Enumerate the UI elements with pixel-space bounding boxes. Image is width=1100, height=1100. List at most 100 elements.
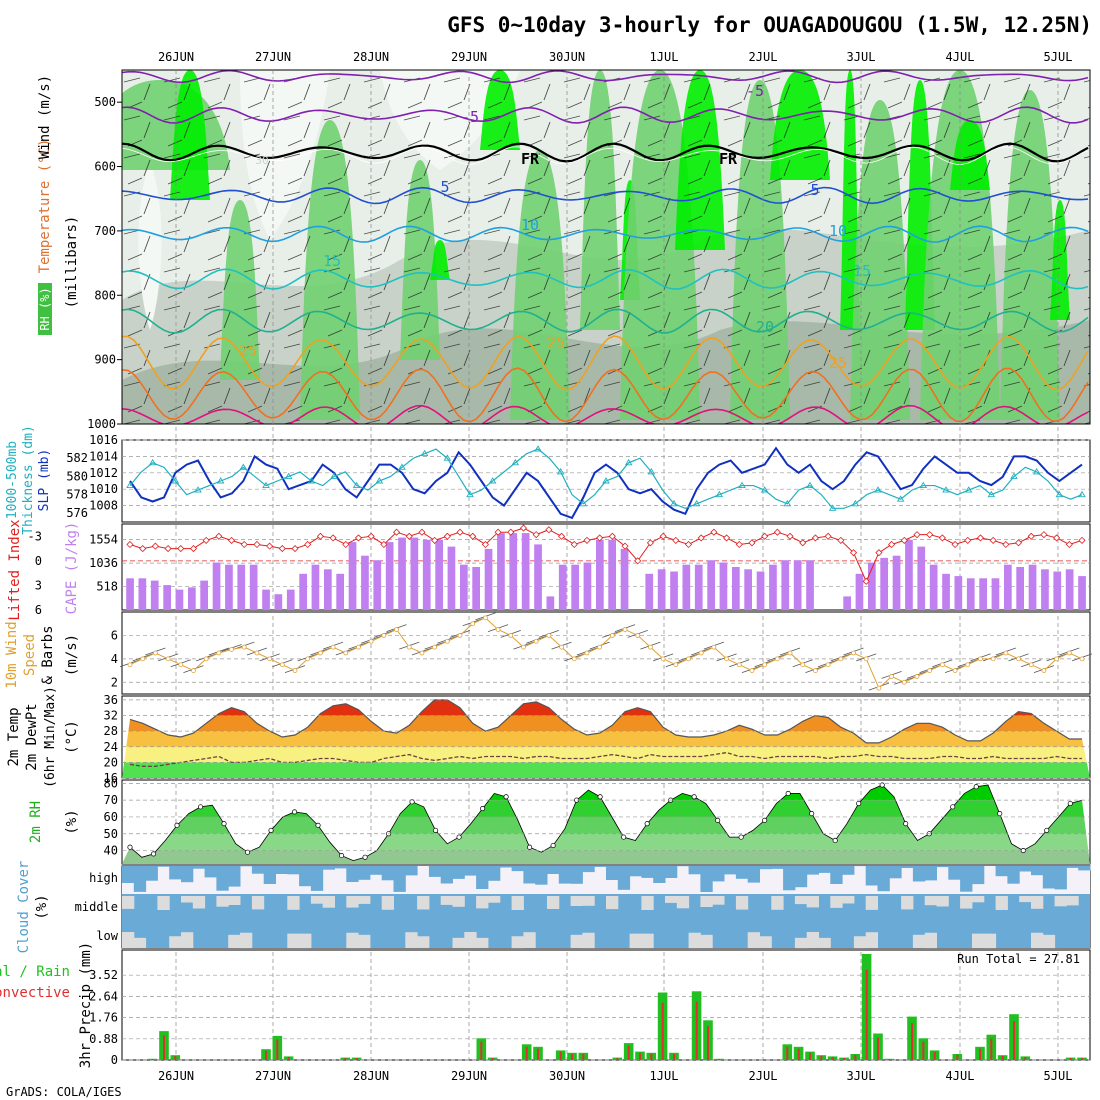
precip-total-label: Total / Rain [0, 964, 70, 980]
precip-conv-bar [843, 1058, 845, 1060]
cape-bar [756, 571, 765, 610]
thickness-point [670, 499, 678, 507]
precip-conv-bar [786, 1046, 789, 1060]
cloud-high-bar [310, 866, 324, 891]
rh-point [785, 790, 791, 796]
li-point [976, 534, 985, 542]
cloud-mid-gap [511, 896, 524, 910]
li-point [342, 540, 350, 549]
cloud-label: Cloud Cover [16, 861, 32, 954]
wind-speed-line [129, 617, 1083, 689]
thickness-point [330, 472, 338, 479]
top-date-label: 29JUN [451, 50, 487, 64]
slp-thickness-title: 1000-500mb [5, 441, 20, 519]
cloud-cover-panel: high middle low [75, 866, 1091, 949]
cloud-mid-gap [452, 896, 465, 907]
wind-speed-point [470, 621, 476, 627]
cape-bar [1065, 569, 1074, 610]
cape-bar [806, 560, 814, 610]
contour-labels: -5 -5 FR FR 5 5 10 10 15 15 20 25 25 25 30 [239, 82, 871, 372]
cape-bar [905, 539, 913, 610]
precip-conv-bar [480, 1041, 483, 1060]
cloud-mid-gap [181, 896, 194, 903]
wind-speed-point [356, 644, 361, 650]
temp-line [129, 699, 1082, 744]
cloud-high-bar [735, 866, 749, 879]
cloud-high-bar [570, 866, 583, 884]
bottom-date-label: 3JUL [847, 1069, 876, 1083]
cloud-low-gap [582, 932, 595, 949]
cape-bar [1041, 569, 1049, 610]
cloud-mid-gap [842, 896, 855, 904]
cape-bar [719, 562, 728, 610]
slp-tick-label: 1016 [89, 433, 118, 447]
credit-label: GrADS: COLA/IGES [6, 1085, 122, 1099]
precip-conv-bar [650, 1053, 653, 1060]
thickness-point [488, 477, 497, 484]
precip-conv-bar [1024, 1056, 1027, 1060]
cloud-high-bar [972, 866, 985, 885]
li-point [507, 528, 515, 536]
cape-bar [447, 546, 456, 610]
thickness-point [216, 477, 225, 484]
wind-speed-point [825, 662, 831, 668]
rh-point [644, 821, 650, 827]
wind-speed-point [140, 656, 146, 662]
wind-speed-point [1079, 656, 1085, 662]
li-point [672, 536, 680, 544]
cloud-high-bar [204, 866, 217, 878]
rh-point [856, 800, 862, 807]
precip-conv-bar [627, 1045, 630, 1060]
upper-y-tick-label: 600 [94, 160, 116, 174]
li-point [392, 528, 401, 536]
wind-speed-point [343, 650, 349, 656]
contour-label: 25 [829, 354, 847, 372]
slp-tick-label: 1012 [89, 466, 118, 480]
li-point [1053, 534, 1061, 542]
rh-tick-label: 80 [104, 776, 118, 790]
rh-point [738, 834, 744, 840]
rh-2m-label: 2m RH [28, 801, 44, 843]
bottom-date-labels: 26JUN 27JUN 28JUN 29JUN 30JUN 1JUL 2JUL 3JUL 4JU… [158, 1069, 1073, 1083]
wind-speed-point [965, 662, 971, 668]
cloud-high-bar [582, 866, 595, 873]
cape-bar [769, 564, 777, 610]
cape-tick-label: 518 [96, 580, 118, 594]
cloud-mid-gap [228, 896, 241, 905]
precip-panel: 0 0.88 1.76 2.64 3.52 [89, 954, 1090, 1067]
rh-tick-label: 60 [104, 810, 118, 824]
cape-bar [138, 578, 147, 610]
li-point [126, 540, 134, 549]
rh-point [879, 782, 885, 788]
rh-point [221, 821, 227, 827]
li-point [938, 534, 946, 542]
cape-bar [732, 567, 740, 610]
precip-units-label: 3hr Precip (mm) [78, 942, 94, 1068]
cloud-high-bar [1019, 866, 1032, 872]
cloud-high-bar [948, 866, 961, 880]
slp-thickness-panel: 1008 1010 1012 1014 1016 576 578 580 582 [66, 433, 1090, 520]
wind-speed-point [901, 679, 907, 685]
cloud-low-gap [912, 934, 926, 949]
slp-label: SLP (mb) [37, 449, 52, 512]
li-point [735, 540, 743, 549]
cape-bar [509, 533, 518, 610]
thickness-point [851, 499, 860, 507]
cape-bar [348, 542, 357, 610]
li-point [989, 536, 997, 544]
precip-conv-bar [933, 1051, 936, 1060]
li-point [519, 524, 528, 532]
li-point [431, 536, 439, 544]
precip-tick-label: 2.64 [89, 989, 118, 1003]
wind-speed-point [914, 674, 920, 679]
panel-frame-wind [121, 611, 1091, 695]
wind-speed-point [571, 656, 577, 662]
rh-point [762, 817, 768, 823]
rh-point [597, 794, 603, 800]
li-point [443, 532, 451, 540]
rh-point [456, 834, 462, 840]
cape-tick-label: 1554 [89, 533, 118, 547]
upper-air-panel: -5 -5 FR FR 5 5 10 10 15 15 20 25 25 25 30 500 600 700 80… [87, 69, 1091, 431]
wind-speed-point [292, 668, 298, 673]
